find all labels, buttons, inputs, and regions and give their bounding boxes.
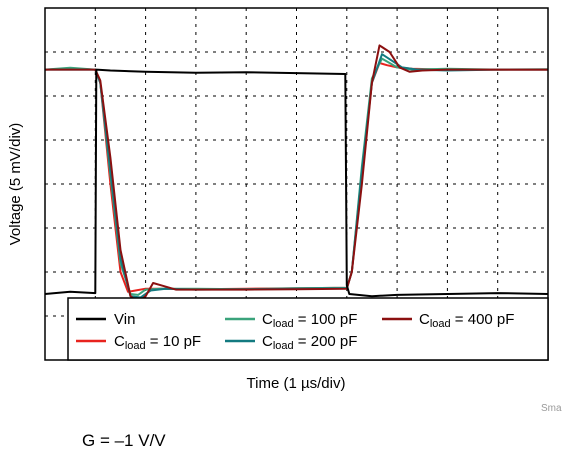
legend-label-cload-200pf: Cload = 200 pF bbox=[262, 333, 357, 352]
watermark: Sma bbox=[541, 403, 562, 414]
y-axis-label: Voltage (5 mV/div) bbox=[7, 123, 24, 246]
gain-annotation: G = –1 V/V bbox=[82, 431, 166, 449]
x-axis-label: Time (1 µs/div) bbox=[247, 375, 346, 392]
legend: Vin Cload = 10 pF Cload = 100 pF Cload =… bbox=[67, 297, 549, 361]
legend-label-cload-400pf: Cload = 400 pF bbox=[419, 311, 514, 330]
legend-box bbox=[67, 297, 549, 361]
legend-label-cload-100pf: Cload = 100 pF bbox=[262, 311, 357, 330]
series-line-cload-400-pf bbox=[45, 44, 548, 303]
series-line-vin bbox=[44, 68, 549, 298]
plot-traces bbox=[44, 44, 549, 303]
legend-label-vin: Vin bbox=[114, 311, 135, 328]
legend-label-cload-10pf: Cload = 10 pF bbox=[114, 333, 201, 352]
